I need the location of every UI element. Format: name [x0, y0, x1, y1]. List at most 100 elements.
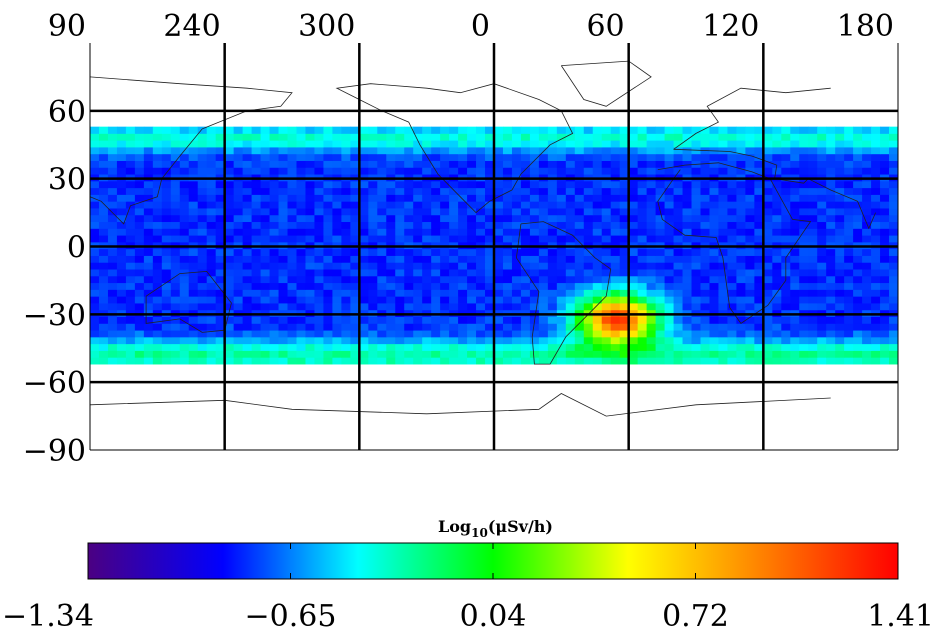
- heatmap-cell: [422, 187, 432, 195]
- heatmap-cell: [269, 180, 279, 189]
- heatmap-cell: [619, 343, 630, 351]
- heatmap-cell: [197, 262, 208, 270]
- heatmap-cell: [664, 160, 674, 168]
- heatmap-cell: [799, 140, 809, 148]
- heatmap-cell: [287, 303, 297, 311]
- heatmap-cell: [278, 133, 288, 141]
- heatmap-cell: [763, 269, 773, 277]
- heatmap-cell: [170, 262, 181, 270]
- heatmap-cell: [368, 160, 378, 168]
- heatmap-cell: [583, 269, 594, 277]
- heatmap-cell: [170, 147, 181, 155]
- heatmap-cell: [395, 262, 405, 270]
- heatmap-cell: [772, 357, 782, 365]
- heatmap-cell: [610, 316, 621, 324]
- heatmap-cell: [188, 350, 199, 358]
- heatmap-cell: [395, 160, 405, 168]
- heatmap-cell: [260, 221, 270, 229]
- heatmap-cell: [98, 330, 109, 338]
- heatmap-cell: [601, 187, 612, 195]
- heatmap-cell: [125, 316, 136, 324]
- heatmap-cell: [431, 255, 441, 263]
- heatmap-cell: [700, 289, 710, 297]
- heatmap-cell: [691, 350, 701, 358]
- heatmap-cell: [808, 255, 818, 263]
- heatmap-cell: [592, 133, 603, 141]
- heatmap-cell: [287, 323, 297, 331]
- heatmap-cell: [610, 221, 621, 229]
- heatmap-cell: [799, 180, 809, 189]
- heatmap-cell: [565, 248, 576, 256]
- heatmap-cell: [709, 303, 719, 311]
- heatmap-cell: [619, 350, 630, 358]
- heatmap-cell: [772, 201, 782, 209]
- heatmap-cell: [305, 153, 315, 161]
- heatmap-cell: [781, 282, 791, 290]
- heatmap-cell: [179, 330, 190, 338]
- heatmap-cell: [664, 255, 674, 263]
- heatmap-cell: [745, 248, 755, 256]
- heatmap-cell: [476, 228, 486, 236]
- heatmap-cell: [889, 296, 899, 304]
- heatmap-cell: [305, 343, 315, 351]
- heatmap-cell: [817, 201, 827, 209]
- heatmap-cell: [431, 235, 441, 243]
- heatmap-cell: [655, 316, 665, 324]
- heatmap-cell: [413, 228, 423, 236]
- heatmap-cell: [817, 255, 827, 263]
- heatmap-cell: [502, 153, 513, 161]
- heatmap-cell: [161, 235, 172, 243]
- heatmap-cell: [251, 316, 261, 324]
- heatmap-cell: [323, 235, 333, 243]
- heatmap-cell: [107, 160, 118, 168]
- heatmap-cell: [296, 316, 306, 324]
- heatmap-cell: [161, 269, 172, 277]
- heatmap-cell: [296, 187, 306, 195]
- coastline: [673, 148, 876, 230]
- heatmap-cell: [871, 336, 881, 345]
- heatmap-cell: [296, 167, 306, 175]
- heatmap-cell: [700, 214, 710, 223]
- heatmap-cell: [404, 140, 414, 148]
- heatmap-cell: [565, 235, 576, 243]
- heatmap-cell: [547, 289, 558, 297]
- heatmap-cell: [242, 262, 252, 270]
- heatmap-cell: [628, 289, 639, 297]
- heatmap-cell: [565, 357, 576, 365]
- heatmap-cell: [772, 235, 782, 243]
- heatmap-cell: [673, 255, 683, 263]
- heatmap-cell: [529, 336, 540, 345]
- heatmap-cell: [835, 350, 845, 358]
- heatmap-cell: [332, 282, 342, 290]
- heatmap-cell: [404, 147, 414, 155]
- heatmap-cell: [350, 187, 360, 195]
- heatmap-cell: [844, 214, 854, 223]
- heatmap-cell: [691, 153, 701, 161]
- heatmap-cell: [179, 323, 190, 331]
- heatmap-cell: [251, 350, 261, 358]
- heatmap-cell: [404, 126, 414, 134]
- heatmap-cell: [889, 133, 899, 141]
- heatmap-cell: [422, 248, 432, 256]
- heatmap-cell: [98, 140, 109, 148]
- heatmap-cell: [422, 296, 432, 304]
- heatmap-cell: [727, 269, 737, 277]
- heatmap-cell: [368, 336, 378, 345]
- heatmap-cell: [664, 343, 674, 351]
- heatmap-cell: [601, 343, 612, 351]
- heatmap-cell: [754, 262, 764, 270]
- heatmap-cell: [107, 357, 118, 365]
- heatmap-cell: [772, 262, 782, 270]
- heatmap-cell: [655, 357, 665, 365]
- heatmap-cell: [547, 167, 558, 175]
- heatmap-cell: [485, 153, 495, 161]
- heatmap-cell: [197, 296, 208, 304]
- heatmap-cell: [251, 336, 261, 345]
- heatmap-cell: [125, 269, 136, 277]
- heatmap-cell: [233, 228, 244, 236]
- heatmap-cell: [90, 343, 100, 351]
- heatmap-cell: [628, 336, 639, 345]
- heatmap-cell: [853, 214, 863, 223]
- heatmap-cell: [251, 133, 261, 141]
